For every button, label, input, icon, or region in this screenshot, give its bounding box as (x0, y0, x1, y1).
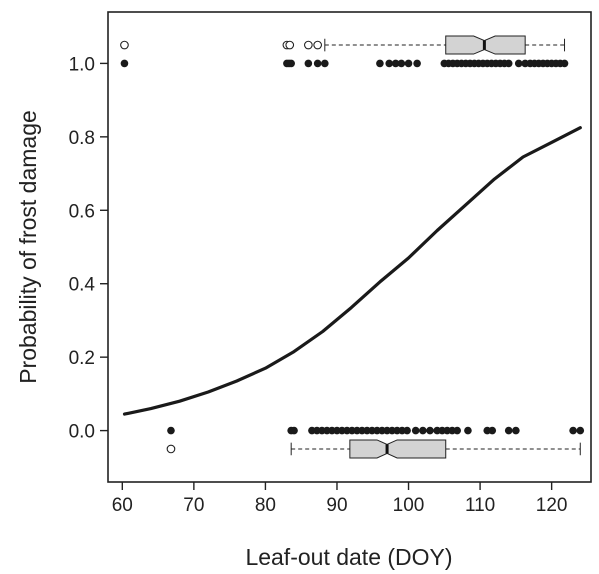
x-tick-label: 60 (112, 495, 133, 516)
boxplot-damaged-outlier (120, 40, 129, 50)
data-point-undamaged (464, 426, 472, 435)
data-point-undamaged (403, 426, 411, 435)
data-point-undamaged (167, 426, 175, 435)
data-point-damaged (304, 59, 313, 68)
data-point-undamaged (453, 426, 461, 435)
x-tick-label: 90 (326, 495, 347, 516)
x-axis: 60 70 80 90 100 110 120 (112, 482, 568, 516)
data-point-damaged (321, 59, 329, 68)
data-point-damaged (514, 59, 523, 68)
y-tick-label: 0.8 (69, 128, 95, 149)
boxplot-undamaged-box (349, 439, 447, 459)
logistic-curve (122, 126, 582, 416)
data-point-damaged (404, 59, 413, 68)
data-point-undamaged (411, 426, 420, 435)
x-tick-label: 120 (536, 495, 568, 516)
data-point-damaged (397, 59, 406, 68)
data-point-undamaged (576, 426, 585, 435)
data-point-damaged (120, 59, 129, 68)
data-point-undamaged (426, 426, 434, 435)
y-axis: 0.0 0.2 0.4 0.6 0.8 1.0 (69, 54, 108, 443)
y-tick-label: 0.2 (69, 348, 95, 369)
data-point-undamaged (290, 426, 298, 435)
boxplot-damaged-outlier (304, 40, 313, 50)
data-point-damaged (560, 59, 569, 68)
data-point-damaged (504, 59, 513, 68)
data-point-damaged (313, 59, 322, 68)
boxplot-undamaged-outlier (166, 444, 176, 454)
data-point-undamaged (488, 426, 497, 435)
data-point-undamaged (569, 426, 577, 435)
data-point-undamaged (504, 426, 513, 435)
data-point-damaged (391, 59, 400, 68)
y-tick-label: 0.4 (69, 275, 96, 296)
x-tick-label: 70 (183, 495, 204, 516)
data-point-undamaged (512, 426, 520, 435)
boxplot-damaged-outlier (285, 40, 295, 50)
x-tick-label: 80 (255, 495, 276, 516)
data-points (120, 59, 585, 435)
data-point-damaged (376, 59, 384, 68)
data-point-damaged (287, 59, 295, 68)
y-tick-label: 0.6 (69, 201, 95, 222)
boxplots (120, 35, 581, 459)
data-point-undamaged (419, 426, 427, 435)
data-point-damaged (413, 59, 421, 68)
y-tick-label: 1.0 (69, 54, 95, 75)
y-tick-label: 0.0 (69, 422, 95, 443)
x-axis-label: Leaf-out date (DOY) (245, 544, 452, 570)
x-tick-label: 100 (393, 495, 425, 516)
plot-frame (107, 11, 592, 483)
x-tick-label: 110 (465, 495, 495, 516)
data-point-damaged (385, 59, 394, 68)
boxplot-damaged-outlier (313, 40, 323, 50)
y-axis-label: Probability of frost damage (15, 110, 41, 384)
